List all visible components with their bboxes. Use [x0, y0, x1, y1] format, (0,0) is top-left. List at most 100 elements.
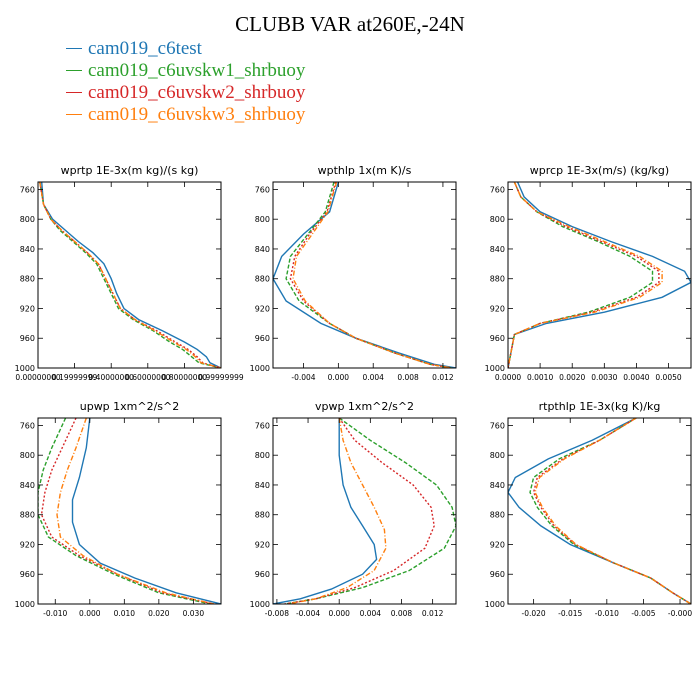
x-tick-label: -0.015: [558, 609, 582, 618]
series-line: [508, 418, 691, 604]
x-tick-label: -0.000: [668, 609, 692, 618]
series-line: [284, 418, 456, 604]
series-line: [508, 182, 660, 368]
x-tick-label: -0.010: [43, 609, 67, 618]
y-tick-label: 920: [490, 540, 505, 549]
y-tick-label: 800: [20, 451, 35, 460]
y-tick-label: 760: [490, 185, 505, 194]
x-tick-label: -0.008: [265, 609, 289, 618]
y-tick-label: 880: [255, 275, 270, 284]
series-line: [284, 418, 435, 604]
y-tick-label: 800: [20, 215, 35, 224]
x-tick-label: 0.00000000: [15, 373, 61, 382]
x-tick-label: 0.19999999: [52, 373, 98, 382]
y-tick-label: 960: [20, 334, 35, 343]
series-line: [40, 418, 215, 604]
chart-panel: vpwp 1xm^2/s^27608008408809209601000-0.0…: [250, 400, 457, 618]
legend-label: cam019_c6uvskw2_shrbuoy: [88, 82, 306, 103]
y-tick-label: 880: [490, 275, 505, 284]
series-line: [71, 418, 221, 604]
x-tick-label: 0.004: [360, 609, 382, 618]
y-tick-label: 920: [255, 540, 270, 549]
y-tick-label: 800: [255, 451, 270, 460]
series-line: [285, 182, 452, 368]
y-tick-label: 760: [20, 185, 35, 194]
legend-swatch: [66, 114, 82, 115]
x-tick-label: 0.000: [328, 609, 350, 618]
x-tick-label: 0.99999999: [198, 373, 244, 382]
series-line: [38, 418, 211, 604]
x-tick-label: -0.005: [631, 609, 655, 618]
series-line: [288, 418, 387, 604]
chart-panel: upwp 1xm^2/s^2 760 800 840 880 920 960 1000 -0.0…: [15, 400, 222, 618]
series-line: [508, 182, 691, 368]
x-tick-label: 0.008: [391, 609, 413, 618]
y-tick-label: 800: [490, 215, 505, 224]
x-tick-label: 0.80000000: [162, 373, 208, 382]
y-tick-label: 960: [255, 570, 270, 579]
legend-label: cam019_c6uvskw1_shrbuoy: [88, 60, 306, 81]
y-tick-label: 1000: [15, 600, 35, 609]
plot-frame: [272, 181, 457, 369]
panel-title: vpwp 1xm^2/s^2: [315, 400, 414, 413]
x-tick-label: 0.0000: [495, 373, 521, 382]
y-tick-label: 920: [20, 540, 35, 549]
series-line: [56, 418, 215, 604]
chart-panel: rtpthlp 1E-3x(kg K)/kg 760 800 840 880 920 960…: [485, 400, 693, 618]
x-tick-label: 0.000: [328, 373, 350, 382]
y-tick-label: 840: [20, 481, 35, 490]
series-line: [289, 182, 452, 368]
y-tick-label: 880: [20, 511, 35, 520]
series-line: [39, 182, 221, 368]
x-tick-label: -0.004: [296, 609, 320, 618]
y-tick-label: 960: [490, 334, 505, 343]
x-tick-label: 0.012: [432, 373, 454, 382]
y-tick-label: 760: [20, 421, 35, 430]
y-tick-label: 920: [255, 304, 270, 313]
panel-title: rtpthlp 1E-3x(kg K)/kg: [539, 400, 661, 413]
y-tick-label: 760: [490, 421, 505, 430]
panel-title: wprtp 1E-3x(m kg)/(s kg): [61, 164, 199, 177]
y-tick-label: 880: [255, 511, 270, 520]
x-tick-label: 0.60000000: [125, 373, 171, 382]
y-tick-label: 920: [20, 304, 35, 313]
legend-label: cam019_c6uvskw3_shrbuoy: [88, 104, 306, 125]
x-tick-label: 0.0030: [591, 373, 617, 382]
y-tick-label: 840: [490, 245, 505, 254]
figure-title: CLUBB VAR at260E,-24N: [235, 12, 465, 36]
series-line: [39, 182, 221, 368]
x-tick-label: 0.0040: [623, 373, 649, 382]
legend-swatch: [66, 48, 82, 49]
y-tick-label: 760: [255, 185, 270, 194]
x-tick-label: 0.004: [362, 373, 384, 382]
x-tick-label: 0.000: [79, 609, 101, 618]
x-tick-label: 0.0050: [655, 373, 681, 382]
y-tick-label: 800: [490, 451, 505, 460]
y-tick-label: 880: [490, 511, 505, 520]
plot-frame: [507, 417, 692, 605]
y-tick-label: 1000: [485, 364, 505, 373]
legend-label: cam019_c6test: [88, 38, 202, 59]
y-tick-label: 880: [20, 275, 35, 284]
series-line: [529, 418, 691, 604]
plot-frame: [272, 417, 457, 605]
series-line: [41, 182, 221, 368]
plot-frame: [37, 417, 222, 605]
panel-title: wprcp 1E-3x(m/s) (kg/kg): [530, 164, 669, 177]
chart-panel: wprtp 1E-3x(m kg)/(s kg) 760 800 840 880 920 9…: [15, 164, 244, 382]
x-tick-label: 0.40000000: [89, 373, 135, 382]
y-tick-label: 840: [255, 481, 270, 490]
series-line: [273, 418, 378, 604]
x-tick-label: 0.020: [148, 609, 170, 618]
x-tick-label: -0.004: [291, 373, 315, 382]
series-line: [292, 182, 452, 368]
plot-frame: [37, 181, 222, 369]
legend-swatch: [66, 70, 82, 71]
x-tick-label: 0.008: [397, 373, 419, 382]
panel-title: wpthlp 1x(m K)/s: [318, 164, 412, 177]
x-tick-label: -0.020: [522, 609, 546, 618]
y-tick-label: 800: [255, 215, 270, 224]
x-tick-label: 0.012: [422, 609, 444, 618]
